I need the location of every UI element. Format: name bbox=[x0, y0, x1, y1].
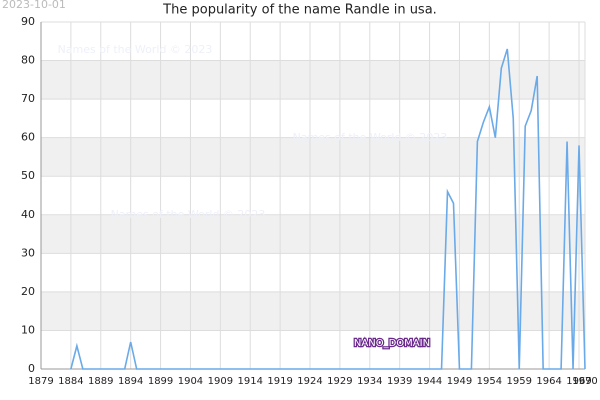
x-tick-label: 1954 bbox=[477, 376, 502, 387]
y-tick-label: 20 bbox=[21, 285, 35, 298]
chart-title: The popularity of the name Randle in usa… bbox=[162, 3, 437, 18]
x-tick-label: 1944 bbox=[417, 376, 442, 387]
x-tick-label: 1924 bbox=[297, 376, 322, 387]
y-tick-label: 30 bbox=[21, 246, 35, 259]
y-tick-label: 40 bbox=[21, 208, 35, 221]
y-tick-label: 90 bbox=[21, 15, 35, 28]
y-tick-label: 70 bbox=[21, 92, 35, 105]
x-tick-label: 1929 bbox=[327, 376, 352, 387]
watermark: Names of the World © 2023 bbox=[58, 43, 213, 56]
y-tick-label: 0 bbox=[28, 362, 35, 375]
date-stamp: 2023-10-01 bbox=[2, 0, 66, 11]
grid-band bbox=[41, 60, 585, 100]
grid-band bbox=[41, 291, 585, 331]
x-tick-label: 1919 bbox=[267, 376, 292, 387]
x-tick-label: 1879 bbox=[28, 376, 53, 387]
y-tick-label: 50 bbox=[21, 169, 35, 182]
x-tick-label: 1969 bbox=[566, 376, 591, 387]
x-tick-label: 1894 bbox=[118, 376, 143, 387]
x-tick-label: 1899 bbox=[148, 376, 173, 387]
x-tick-label: 1939 bbox=[387, 376, 412, 387]
x-tick-label: 1904 bbox=[178, 376, 203, 387]
data-line bbox=[70, 48, 586, 370]
x-tick-label: 1909 bbox=[208, 376, 233, 387]
watermark: Names of the World © 2023 bbox=[111, 208, 266, 221]
y-tick-label: 60 bbox=[21, 131, 35, 144]
x-tick-label: 1934 bbox=[357, 376, 382, 387]
grid-band bbox=[41, 214, 585, 254]
x-tick-label: 1889 bbox=[88, 376, 113, 387]
x-tick-label: 1959 bbox=[507, 376, 532, 387]
watermark: Names of the World © 2023 bbox=[293, 131, 448, 144]
grid-band bbox=[41, 137, 585, 177]
annotation: NANO_DOMAIN bbox=[354, 338, 430, 349]
x-tick-label: 1964 bbox=[536, 376, 561, 387]
y-tick-label: 80 bbox=[21, 54, 35, 67]
x-tick-label: 1914 bbox=[238, 376, 263, 387]
x-tick-label: 1949 bbox=[447, 376, 472, 387]
y-tick-label: 10 bbox=[21, 323, 35, 336]
x-tick-label: 1970 bbox=[572, 376, 597, 387]
x-tick-label: 1884 bbox=[58, 376, 83, 387]
